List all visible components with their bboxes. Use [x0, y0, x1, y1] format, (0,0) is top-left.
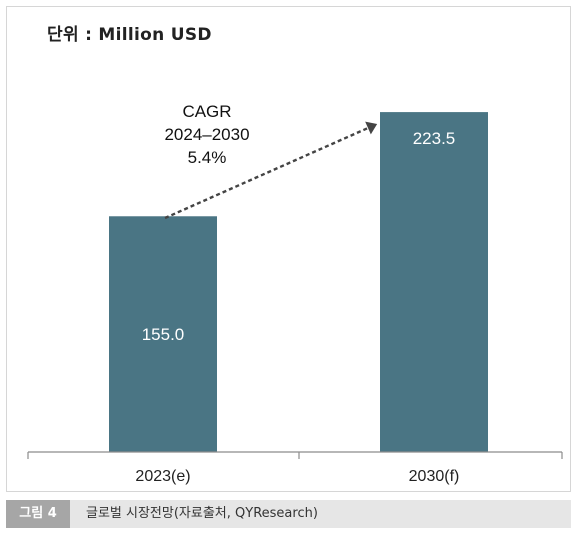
unit-label: 단위 : Million USD	[47, 25, 212, 45]
cagr-arrow	[164, 126, 369, 220]
caption-badge: 그림 4	[6, 500, 70, 528]
cagr-annotation-line: CAGR	[182, 102, 231, 121]
cagr-arrow-head	[365, 121, 378, 135]
bar-2023(e)	[109, 216, 217, 452]
caption-text: 글로벌 시장전망(자료출처, QYResearch)	[86, 506, 318, 521]
bar-2030(f)	[380, 112, 488, 452]
category-label-2023(e): 2023(e)	[135, 468, 190, 485]
value-label-2023(e): 155.0	[142, 325, 185, 344]
cagr-annotation-line: 2024–2030	[164, 125, 249, 144]
category-label-2030(f): 2030(f)	[409, 468, 460, 485]
figure-caption: 그림 4 글로벌 시장전망(자료출처, QYResearch)	[6, 500, 571, 528]
value-label-2030(f): 223.5	[413, 129, 456, 148]
cagr-annotation-line: 5.4%	[188, 148, 227, 167]
